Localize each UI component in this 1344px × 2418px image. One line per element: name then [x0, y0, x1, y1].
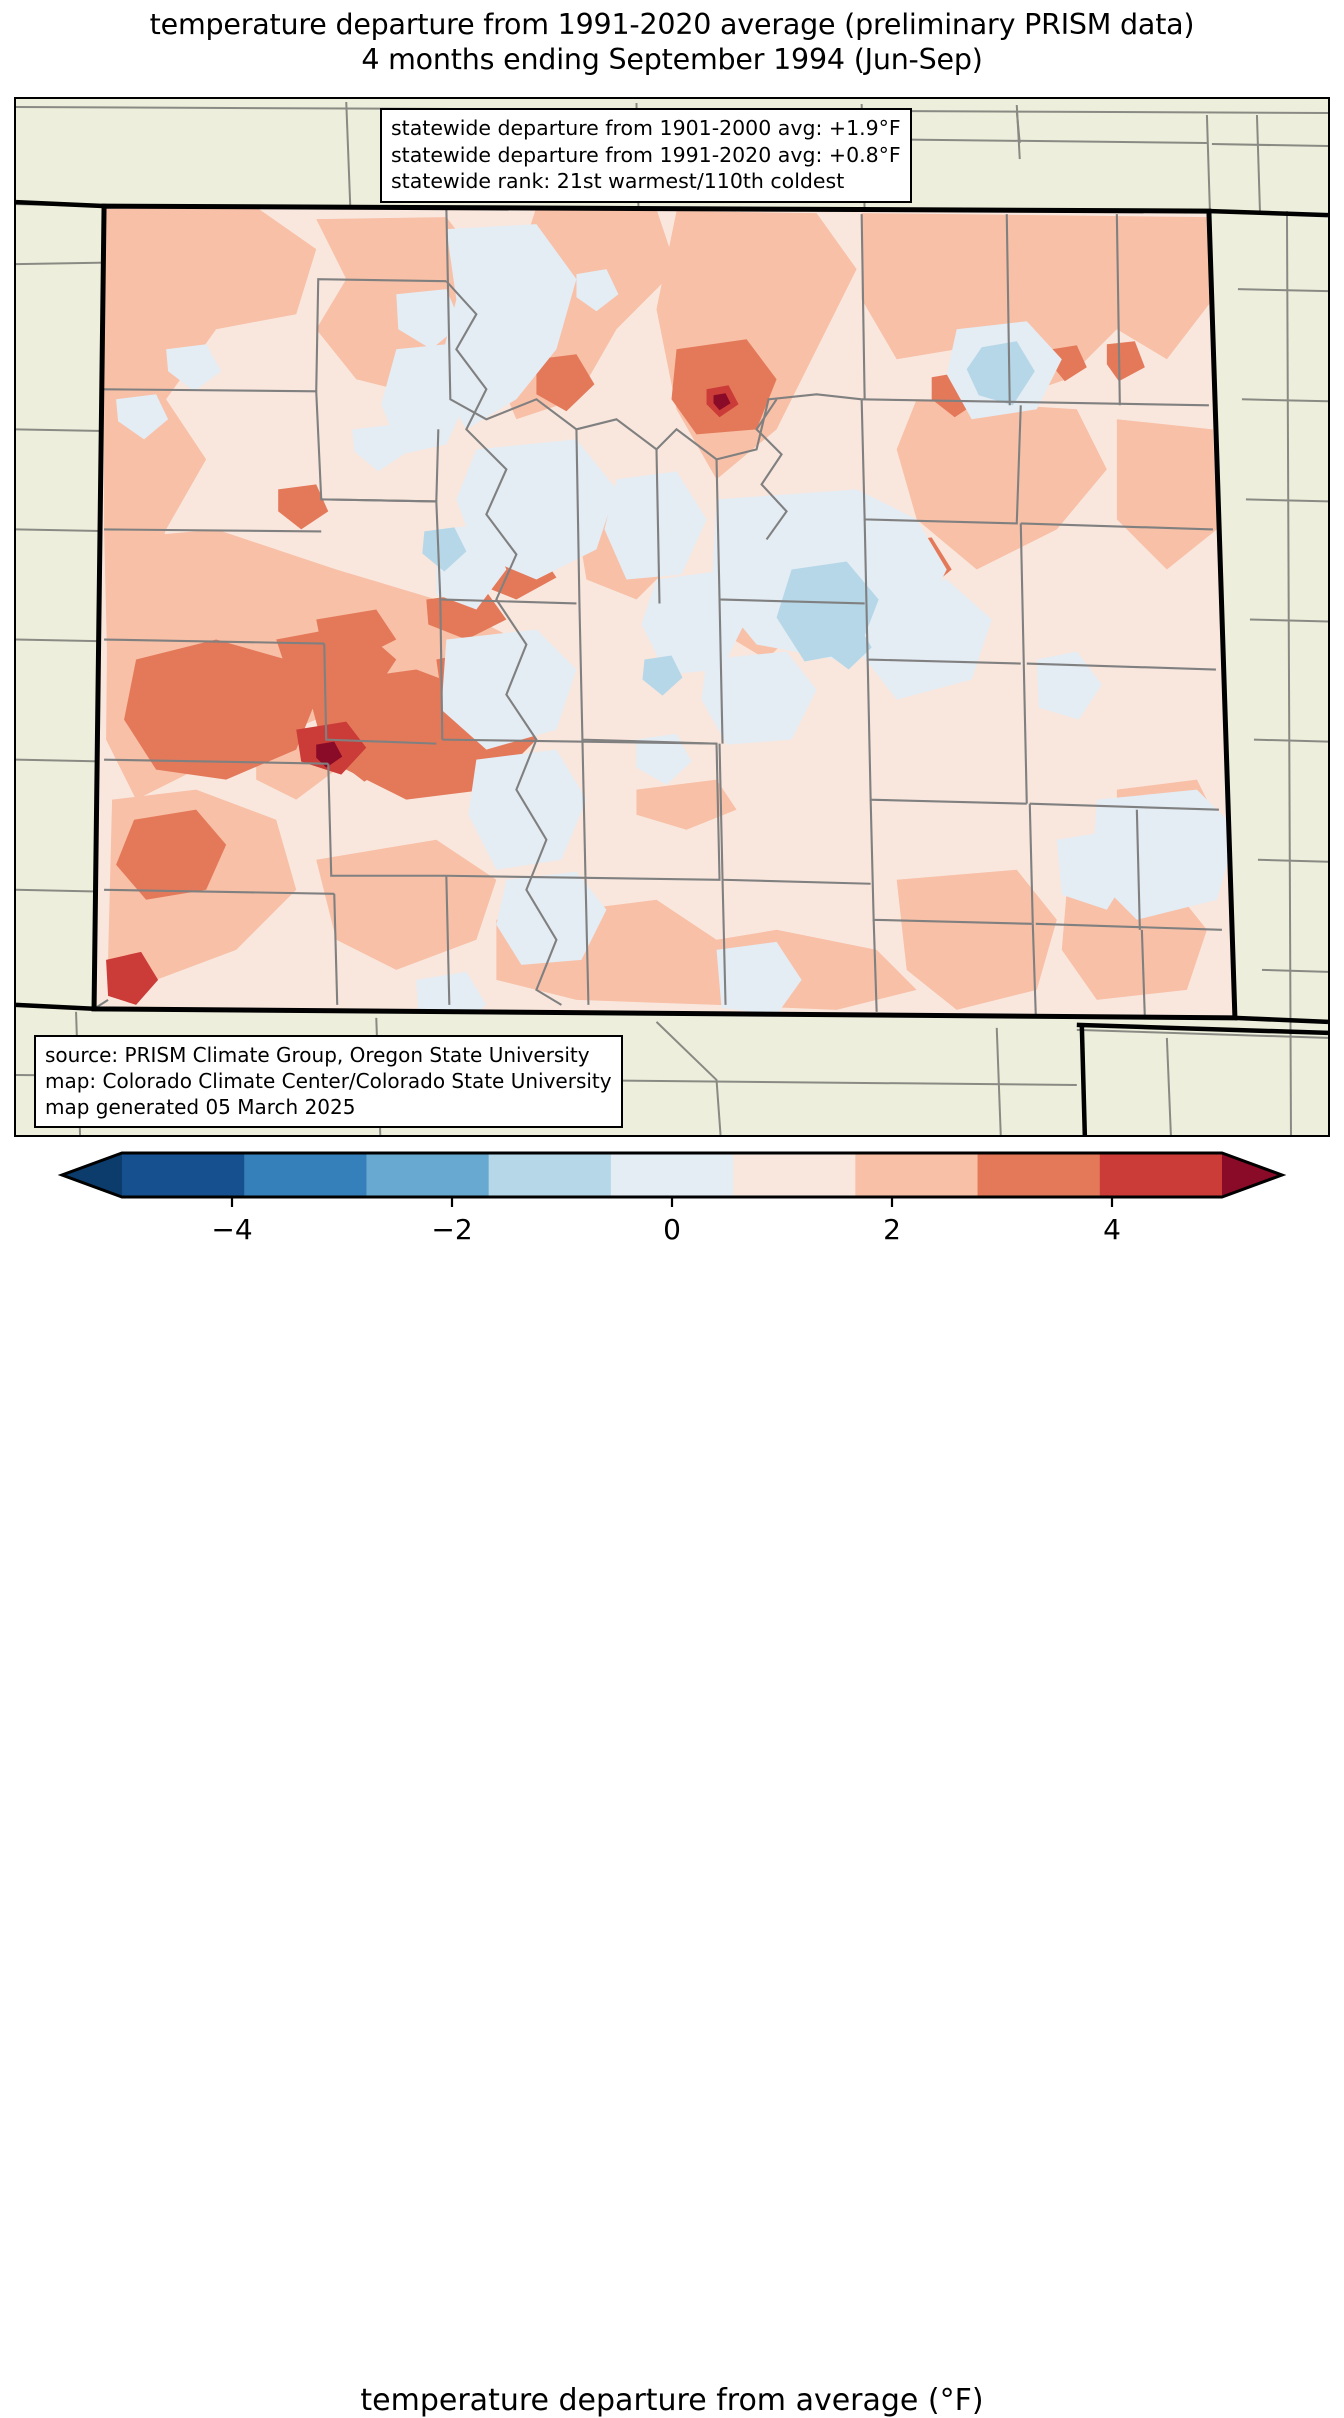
- statistics-box: statewide departure from 1901-2000 avg: …: [380, 108, 912, 203]
- colorbar-band: [488, 1153, 612, 1197]
- colorbar-outline: [57, 1151, 1287, 1199]
- colorbar-band: [1099, 1153, 1223, 1197]
- colorado-anomaly-map: [16, 99, 1328, 1135]
- colorbar-band: [122, 1153, 245, 1197]
- colorbar-tick-label: 2: [883, 1213, 901, 1245]
- colorbar-bands: [62, 1153, 1282, 1197]
- colorbar-tick-label: 4: [1103, 1213, 1121, 1245]
- colorbar-band: [244, 1153, 368, 1197]
- colorbar-band: [610, 1153, 734, 1197]
- colorbar-band: [366, 1153, 490, 1197]
- neighboring-state-boundaries: [16, 199, 1328, 1135]
- stat-line-1991-2020: statewide departure from 1991-2020 avg: …: [391, 142, 901, 167]
- colorbar-band: [855, 1153, 979, 1197]
- page-title: temperature departure from 1991-2020 ave…: [0, 8, 1344, 78]
- title-line-2: 4 months ending September 1994 (Jun-Sep): [361, 42, 983, 76]
- source-line-data: source: PRISM Climate Group, Oregon Stat…: [45, 1043, 590, 1067]
- colorbar-svg: −4 −2 0 2 4: [57, 1151, 1287, 1245]
- colorbar-tick-label: −4: [211, 1213, 252, 1245]
- colorbar-ticks: −4 −2 0 2 4: [211, 1197, 1121, 1245]
- colorbar-tick-label: 0: [663, 1213, 681, 1245]
- anomaly-field: [94, 206, 1235, 1018]
- colorbar-band: [733, 1153, 856, 1197]
- stat-line-1901-2000: statewide departure from 1901-2000 avg: …: [391, 116, 901, 140]
- stat-line-rank: statewide rank: 21st warmest/110th colde…: [391, 169, 845, 194]
- colorbar-tick-label: −2: [431, 1213, 472, 1245]
- source-line-map: map: Colorado Climate Center/Colorado St…: [45, 1069, 612, 1093]
- colorbar: −4 −2 0 2 4 temperature departure from avera…: [0, 1145, 1344, 2418]
- colorbar-extend-high: [1222, 1153, 1282, 1197]
- colorado-county-lines: [94, 207, 1222, 1018]
- colorbar-extend-low: [62, 1153, 122, 1197]
- map-panel: statewide departure from 1901-2000 avg: …: [14, 97, 1330, 1137]
- source-box: source: PRISM Climate Group, Oregon Stat…: [34, 1035, 623, 1128]
- title-line-1: temperature departure from 1991-2020 ave…: [149, 8, 1195, 41]
- colorbar-band: [977, 1153, 1101, 1197]
- source-line-generated: map generated 05 March 2025: [45, 1095, 356, 1119]
- colorbar-axis-label: temperature departure from average (°F): [360, 2383, 984, 2418]
